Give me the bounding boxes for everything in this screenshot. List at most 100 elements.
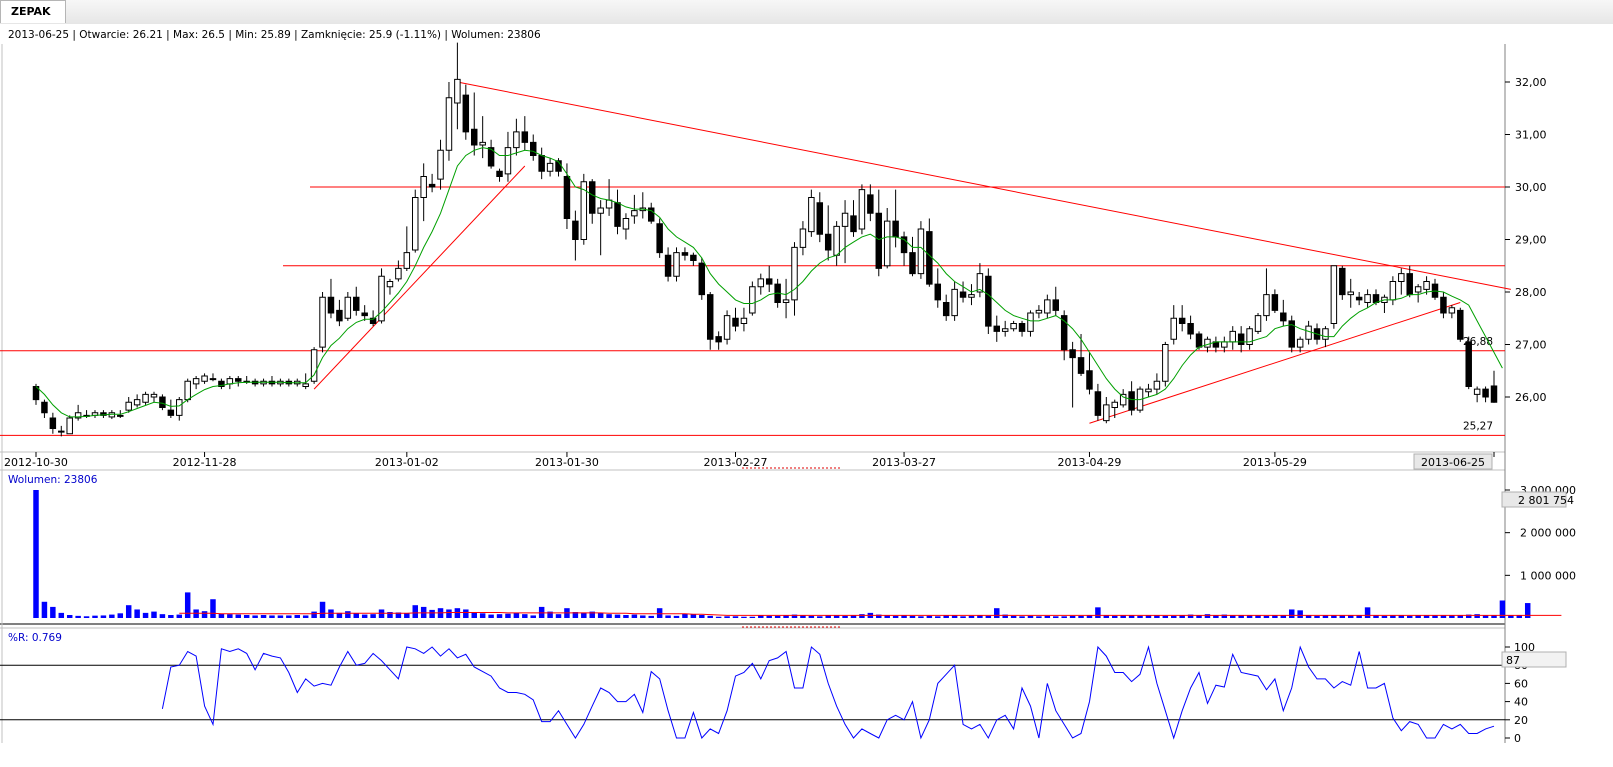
volume-bar	[1364, 607, 1371, 618]
volume-bar	[909, 615, 916, 618]
volume-bar	[100, 615, 107, 618]
chart-background	[0, 24, 1613, 767]
chart-area[interactable]: 2013-06-25 | Otwarcie: 26.21 | Max: 26.5…	[0, 24, 1613, 767]
candle-body	[133, 399, 141, 406]
candle-body	[386, 281, 394, 288]
volume-bar	[269, 615, 275, 618]
volume-bar	[673, 615, 680, 618]
candle-body	[926, 231, 933, 285]
volume-bar	[707, 615, 713, 618]
volume-bar	[1482, 615, 1489, 618]
volume-bar	[1524, 603, 1531, 618]
candle-body	[622, 218, 630, 230]
volume-bar	[92, 615, 98, 618]
candle-body	[1339, 267, 1346, 296]
candle-body	[1001, 328, 1009, 332]
wr-line	[161, 645, 1495, 740]
candle-body	[1069, 349, 1076, 359]
candle-body	[1414, 286, 1422, 293]
candle-body	[631, 210, 638, 217]
candle-body	[496, 170, 503, 177]
wr-y-tick-label: 20	[1514, 714, 1528, 727]
volume-bar	[505, 613, 511, 618]
volume-bar	[774, 615, 781, 618]
volume-bar	[800, 615, 806, 618]
candle-body	[1178, 317, 1186, 324]
volume-bar	[412, 605, 418, 618]
candle-body	[117, 414, 124, 417]
candle-body	[968, 294, 975, 298]
candle-body	[487, 147, 495, 167]
candle-body	[1162, 344, 1169, 382]
volume-bar	[1086, 615, 1093, 618]
candle-body	[1440, 296, 1447, 314]
volume-bar	[41, 601, 48, 618]
volume-bar	[294, 615, 300, 618]
volume-bar	[631, 614, 638, 618]
volume-bar	[833, 615, 840, 618]
candle-body	[1322, 328, 1329, 340]
candle-body	[235, 378, 242, 382]
moving-average-line	[35, 147, 1503, 418]
price-y-tick-label: 32,00	[1515, 76, 1547, 89]
x-tick-label: 2013-01-02	[375, 456, 439, 469]
volume-bar	[741, 616, 747, 618]
volume-bar	[1103, 615, 1110, 618]
volume-bar	[1061, 616, 1067, 618]
volume-bar	[142, 612, 149, 618]
last-date-label-box	[1413, 453, 1493, 470]
candle-body	[656, 223, 663, 254]
tab-zepak[interactable]: ZEPAK	[0, 0, 66, 23]
candle-body	[412, 197, 419, 251]
volume-bar	[277, 615, 284, 618]
candle-body	[858, 189, 866, 230]
volume-bar	[1019, 616, 1025, 618]
candle-body	[951, 288, 958, 317]
volume-bar	[572, 612, 579, 618]
volume-bar	[1415, 615, 1421, 618]
volume-bar	[353, 613, 359, 618]
volume-bar	[1044, 615, 1051, 618]
candle-body	[437, 149, 444, 180]
info-bar: 2013-06-25 | Otwarcie: 26.21 | Max: 26.5…	[8, 29, 541, 41]
price-y-tick-label: 27,00	[1515, 339, 1547, 352]
volume-bar	[1246, 615, 1253, 618]
volume-bar	[732, 616, 739, 618]
candle-body	[1448, 307, 1456, 314]
volume-bar	[1347, 615, 1354, 618]
volume-bar	[985, 615, 992, 618]
candle-body	[1465, 341, 1472, 387]
volume-bar	[876, 614, 882, 618]
candle-body	[1187, 323, 1194, 335]
candle-body	[184, 380, 191, 401]
candle-body	[66, 417, 73, 435]
volume-bar	[589, 611, 595, 618]
volume-bar	[1373, 615, 1379, 618]
candle-body	[1018, 323, 1026, 332]
volume-bar	[859, 614, 865, 618]
candle-body	[673, 252, 680, 277]
volume-bar	[1171, 615, 1177, 618]
volume-bar	[555, 614, 562, 618]
candle-body	[647, 207, 655, 222]
volume-bar	[606, 614, 612, 618]
volume-bar	[1516, 615, 1523, 618]
candle-body	[310, 349, 318, 382]
price-y-tick-label: 28,00	[1515, 286, 1547, 299]
volume-bar	[463, 609, 469, 618]
candle-body	[395, 267, 402, 280]
candle-body	[41, 401, 48, 414]
candle-body	[614, 202, 621, 227]
candle-body	[1237, 333, 1245, 345]
candle-body	[1406, 273, 1413, 296]
candle-body	[74, 412, 82, 419]
volume-bar	[125, 605, 132, 618]
candle-body	[883, 220, 891, 267]
volume-bar	[496, 614, 503, 618]
candle-body	[715, 336, 722, 343]
candle-body	[471, 128, 478, 146]
candle-body	[934, 283, 942, 301]
volume-bar	[210, 599, 216, 618]
volume-bar	[1288, 609, 1295, 618]
volume-bar	[581, 612, 587, 618]
